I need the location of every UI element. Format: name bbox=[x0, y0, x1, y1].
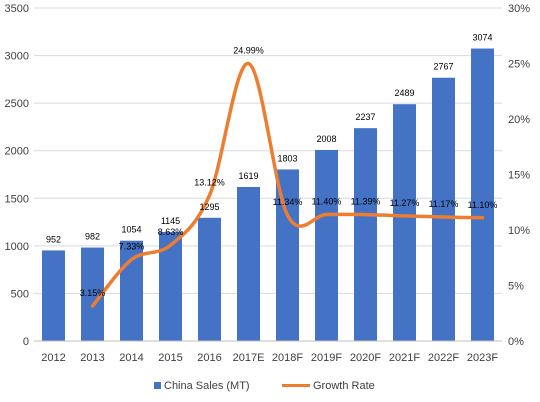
bar bbox=[432, 77, 455, 341]
gridlines bbox=[34, 7, 502, 294]
left-tick-label: 2000 bbox=[5, 146, 29, 158]
bar bbox=[354, 128, 377, 341]
bar bbox=[159, 232, 182, 341]
bar bbox=[198, 217, 221, 341]
line-data-label: 11.17% bbox=[429, 199, 459, 209]
bar-data-labels: 952 982 1054 1145 1295 1619 1803 2008 2237 2489 27… bbox=[46, 33, 493, 245]
left-tick-label: 0 bbox=[23, 336, 29, 348]
bar-data-label: 2767 bbox=[433, 62, 453, 72]
bar-data-label: 1145 bbox=[161, 216, 180, 226]
bar bbox=[315, 149, 338, 341]
left-tick-label: 1000 bbox=[5, 241, 29, 253]
right-y-axis: 0% 5% 10% 15% 20% 25% 30% bbox=[508, 3, 530, 348]
bar bbox=[237, 186, 260, 341]
x-tick-label: 2019F bbox=[311, 352, 342, 364]
bar-data-label: 1803 bbox=[277, 153, 297, 163]
bar-data-label: 1295 bbox=[199, 202, 219, 212]
bar-data-label: 3074 bbox=[472, 33, 492, 43]
left-tick-label: 3000 bbox=[5, 51, 29, 63]
bar-series bbox=[42, 48, 494, 342]
x-tick-label: 2020F bbox=[350, 352, 381, 364]
x-tick-label: 2015 bbox=[158, 352, 182, 364]
line-series bbox=[90, 61, 485, 308]
right-tick-label: 30% bbox=[508, 3, 530, 15]
line-data-label: 11.10% bbox=[468, 200, 498, 210]
x-axis: 2012 2013 2014 2015 2016 2017E 2018F 2019F 2020F… bbox=[34, 340, 502, 364]
legend-bar-swatch bbox=[154, 382, 161, 389]
bar bbox=[81, 247, 104, 341]
growth-rate-line bbox=[90, 61, 485, 308]
left-tick-label: 3500 bbox=[5, 3, 29, 15]
bar bbox=[471, 48, 494, 342]
bar-data-label: 982 bbox=[85, 232, 100, 242]
line-data-label: 8.63% bbox=[158, 227, 184, 237]
left-y-axis: 0 500 1000 1500 2000 2500 3000 3500 bbox=[5, 3, 29, 348]
line-data-label: 11.40% bbox=[312, 196, 342, 206]
x-tick-label: 2014 bbox=[119, 352, 143, 364]
x-tick-label: 2021F bbox=[389, 352, 420, 364]
x-tick-label: 2022F bbox=[428, 352, 459, 364]
line-data-label: 13.12% bbox=[194, 177, 225, 187]
bar-data-label: 1619 bbox=[238, 171, 258, 181]
x-tick-label: 2023F bbox=[467, 352, 498, 364]
line-data-label: 24.99% bbox=[233, 46, 264, 56]
left-tick-label: 1500 bbox=[5, 193, 29, 205]
x-tick-label: 2013 bbox=[80, 352, 104, 364]
right-tick-label: 15% bbox=[508, 170, 530, 182]
bar-data-label: 952 bbox=[46, 234, 61, 244]
x-tick-label: 2016 bbox=[197, 352, 221, 364]
right-tick-label: 0% bbox=[508, 336, 524, 348]
legend: China Sales (MT) Growth Rate bbox=[154, 380, 375, 392]
legend-line-label: Growth Rate bbox=[313, 380, 375, 392]
bar-data-label: 2237 bbox=[355, 112, 375, 122]
left-tick-label: 500 bbox=[11, 288, 29, 300]
bar bbox=[276, 169, 299, 341]
right-tick-label: 25% bbox=[508, 59, 530, 71]
right-tick-label: 20% bbox=[508, 114, 530, 126]
line-data-label: 7.33% bbox=[119, 242, 145, 252]
x-tick-label: 2017E bbox=[233, 352, 265, 364]
bar-data-label: 2008 bbox=[316, 134, 336, 144]
x-tick-label: 2018F bbox=[272, 352, 303, 364]
right-tick-label: 5% bbox=[508, 281, 524, 293]
left-tick-label: 2500 bbox=[5, 98, 29, 110]
right-tick-label: 10% bbox=[508, 225, 530, 237]
line-data-label: 3.15% bbox=[80, 288, 106, 298]
bar bbox=[42, 250, 65, 341]
bar-data-label: 1054 bbox=[121, 225, 141, 235]
x-tick-label: 2012 bbox=[41, 352, 65, 364]
line-data-labels: 3.15% 7.33% 8.63% 13.12% 24.99% 11.34% 11.40% 1… bbox=[80, 46, 498, 298]
line-data-label: 11.27% bbox=[390, 198, 420, 208]
line-data-label: 11.39% bbox=[351, 197, 381, 207]
legend-bar-label: China Sales (MT) bbox=[164, 380, 250, 392]
bar bbox=[393, 104, 416, 342]
line-data-label: 11.34% bbox=[273, 197, 303, 207]
bar-data-label: 2489 bbox=[394, 88, 414, 98]
